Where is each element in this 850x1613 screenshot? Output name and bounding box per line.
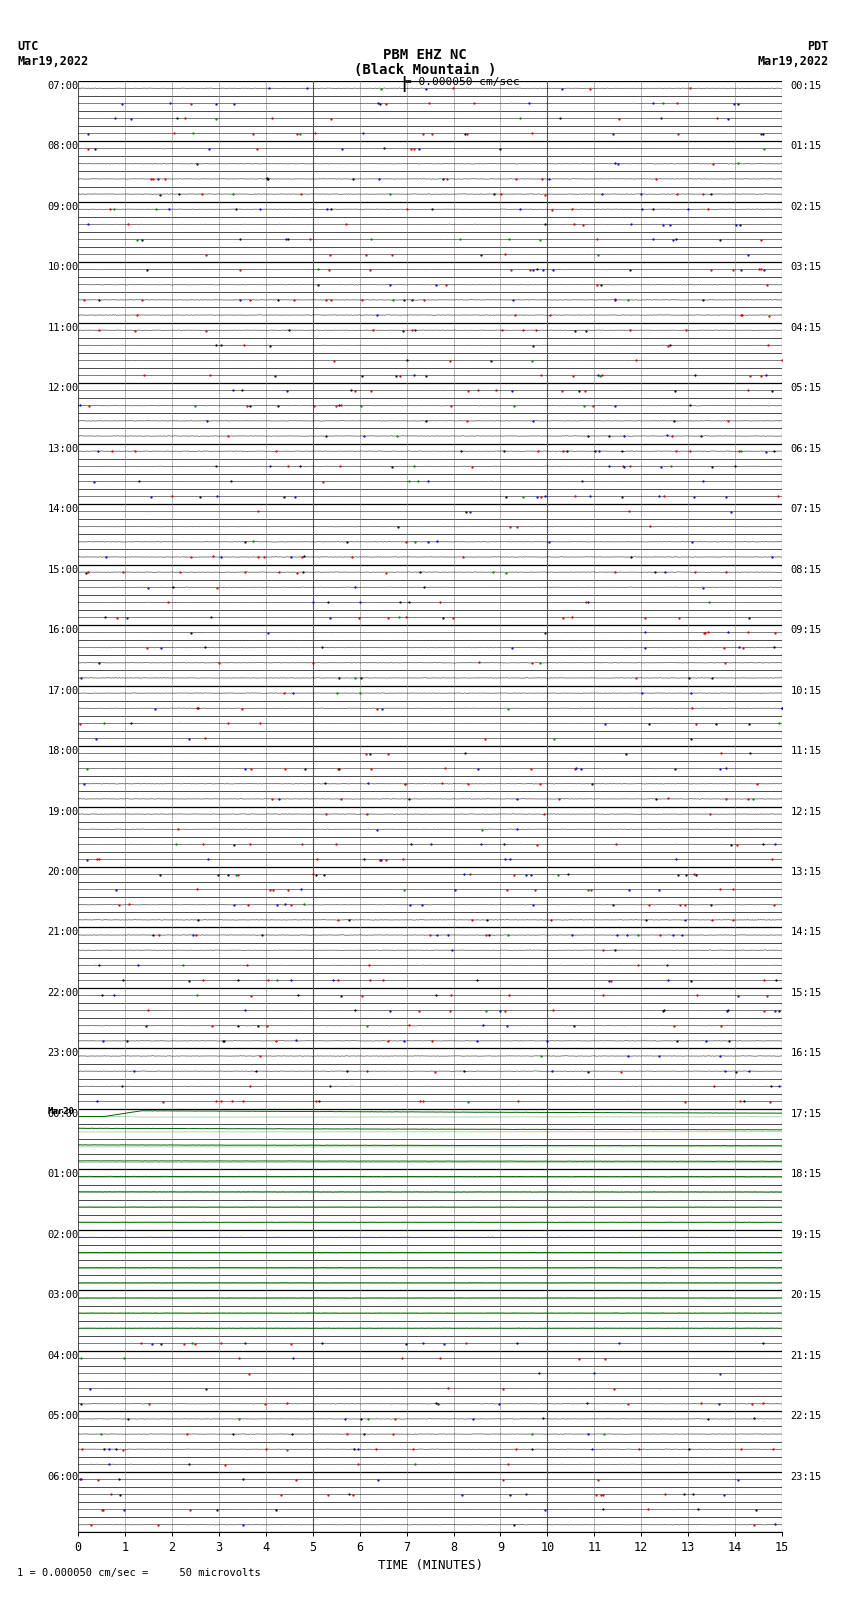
Text: 04:00: 04:00 bbox=[48, 1352, 79, 1361]
Text: 08:00: 08:00 bbox=[48, 142, 79, 152]
Text: Mar20: Mar20 bbox=[48, 1108, 75, 1116]
Text: UTC: UTC bbox=[17, 40, 38, 53]
Text: 22:00: 22:00 bbox=[48, 987, 79, 998]
Text: 21:15: 21:15 bbox=[790, 1352, 822, 1361]
Text: Mar19,2022: Mar19,2022 bbox=[17, 55, 88, 68]
Text: PBM EHZ NC: PBM EHZ NC bbox=[383, 48, 467, 63]
Text: 08:15: 08:15 bbox=[790, 565, 822, 574]
Text: 07:00: 07:00 bbox=[48, 81, 79, 90]
Text: 21:00: 21:00 bbox=[48, 927, 79, 937]
Text: 03:00: 03:00 bbox=[48, 1290, 79, 1300]
Text: 00:00: 00:00 bbox=[48, 1110, 79, 1119]
Text: 04:15: 04:15 bbox=[790, 323, 822, 332]
Text: 02:00: 02:00 bbox=[48, 1231, 79, 1240]
Text: 17:00: 17:00 bbox=[48, 686, 79, 695]
Text: 06:00: 06:00 bbox=[48, 1471, 79, 1482]
Text: 20:15: 20:15 bbox=[790, 1290, 822, 1300]
Text: 10:15: 10:15 bbox=[790, 686, 822, 695]
Text: 23:15: 23:15 bbox=[790, 1471, 822, 1482]
Text: 14:00: 14:00 bbox=[48, 503, 79, 515]
Text: 11:00: 11:00 bbox=[48, 323, 79, 332]
Text: 02:15: 02:15 bbox=[790, 202, 822, 211]
Text: 00:15: 00:15 bbox=[790, 81, 822, 90]
Text: 13:00: 13:00 bbox=[48, 444, 79, 453]
Text: 16:00: 16:00 bbox=[48, 626, 79, 636]
Text: 10:00: 10:00 bbox=[48, 263, 79, 273]
Text: 09:00: 09:00 bbox=[48, 202, 79, 211]
Text: 19:00: 19:00 bbox=[48, 806, 79, 816]
Text: 19:15: 19:15 bbox=[790, 1231, 822, 1240]
X-axis label: TIME (MINUTES): TIME (MINUTES) bbox=[377, 1558, 483, 1571]
Text: |: | bbox=[400, 76, 409, 92]
Text: 15:00: 15:00 bbox=[48, 565, 79, 574]
Text: 13:15: 13:15 bbox=[790, 868, 822, 877]
Text: 20:00: 20:00 bbox=[48, 868, 79, 877]
Text: 03:15: 03:15 bbox=[790, 263, 822, 273]
Text: 18:00: 18:00 bbox=[48, 747, 79, 756]
Text: 07:15: 07:15 bbox=[790, 503, 822, 515]
Text: 09:15: 09:15 bbox=[790, 626, 822, 636]
Text: 12:00: 12:00 bbox=[48, 384, 79, 394]
Text: 01:15: 01:15 bbox=[790, 142, 822, 152]
Text: 01:00: 01:00 bbox=[48, 1169, 79, 1179]
Text: 22:15: 22:15 bbox=[790, 1411, 822, 1421]
Text: (Black Mountain ): (Black Mountain ) bbox=[354, 63, 496, 77]
Text: 17:15: 17:15 bbox=[790, 1110, 822, 1119]
Text: = 0.000050 cm/sec: = 0.000050 cm/sec bbox=[405, 77, 519, 87]
Text: 18:15: 18:15 bbox=[790, 1169, 822, 1179]
Text: 1 = 0.000050 cm/sec =     50 microvolts: 1 = 0.000050 cm/sec = 50 microvolts bbox=[17, 1568, 261, 1578]
Text: 05:15: 05:15 bbox=[790, 384, 822, 394]
Text: 14:15: 14:15 bbox=[790, 927, 822, 937]
Text: 16:15: 16:15 bbox=[790, 1048, 822, 1058]
Text: PDT: PDT bbox=[808, 40, 829, 53]
Text: 15:15: 15:15 bbox=[790, 987, 822, 998]
Text: 11:15: 11:15 bbox=[790, 747, 822, 756]
Text: 23:00: 23:00 bbox=[48, 1048, 79, 1058]
Text: 12:15: 12:15 bbox=[790, 806, 822, 816]
Text: 06:15: 06:15 bbox=[790, 444, 822, 453]
Text: 05:00: 05:00 bbox=[48, 1411, 79, 1421]
Text: Mar19,2022: Mar19,2022 bbox=[757, 55, 829, 68]
